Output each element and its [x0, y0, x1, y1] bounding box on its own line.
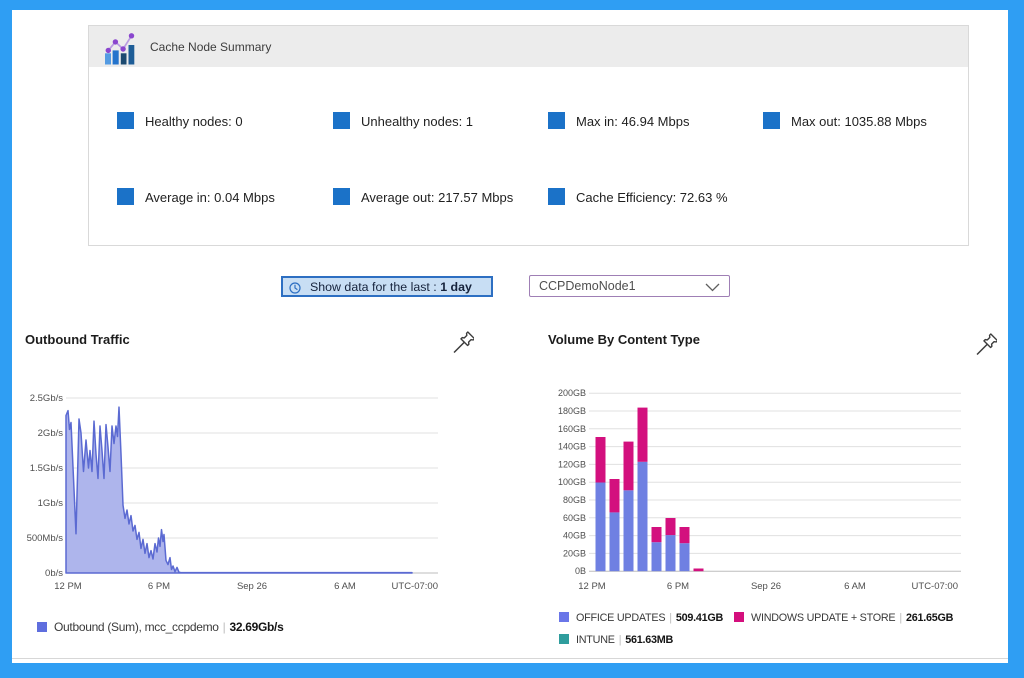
svg-text:100GB: 100GB [558, 477, 586, 487]
svg-text:6 PM: 6 PM [148, 581, 170, 592]
svg-text:180GB: 180GB [558, 406, 586, 416]
svg-text:1.5Gb/s: 1.5Gb/s [30, 463, 64, 474]
svg-text:2.5Gb/s: 2.5Gb/s [30, 393, 64, 404]
svg-text:12 PM: 12 PM [578, 581, 606, 592]
svg-text:1Gb/s: 1Gb/s [38, 498, 64, 509]
svg-text:UTC-07:00: UTC-07:00 [392, 581, 438, 592]
svg-text:120GB: 120GB [558, 459, 586, 469]
svg-text:12 PM: 12 PM [54, 581, 82, 592]
svg-text:140GB: 140GB [558, 442, 586, 452]
svg-text:500Mb/s: 500Mb/s [27, 533, 64, 544]
svg-text:80GB: 80GB [563, 495, 586, 505]
svg-text:40GB: 40GB [563, 531, 586, 541]
svg-text:Sep 26: Sep 26 [751, 581, 781, 592]
svg-text:6 PM: 6 PM [667, 581, 689, 592]
svg-text:2Gb/s: 2Gb/s [38, 428, 64, 439]
svg-text:160GB: 160GB [558, 424, 586, 434]
svg-text:0b/s: 0b/s [45, 568, 63, 579]
svg-text:20GB: 20GB [563, 548, 586, 558]
svg-text:6 AM: 6 AM [334, 581, 356, 592]
svg-text:Sep 26: Sep 26 [237, 581, 267, 592]
svg-text:6 AM: 6 AM [844, 581, 866, 592]
svg-text:60GB: 60GB [563, 513, 586, 523]
svg-text:200GB: 200GB [558, 388, 586, 398]
svg-text:0B: 0B [575, 566, 586, 576]
svg-text:UTC-07:00: UTC-07:00 [912, 581, 958, 592]
